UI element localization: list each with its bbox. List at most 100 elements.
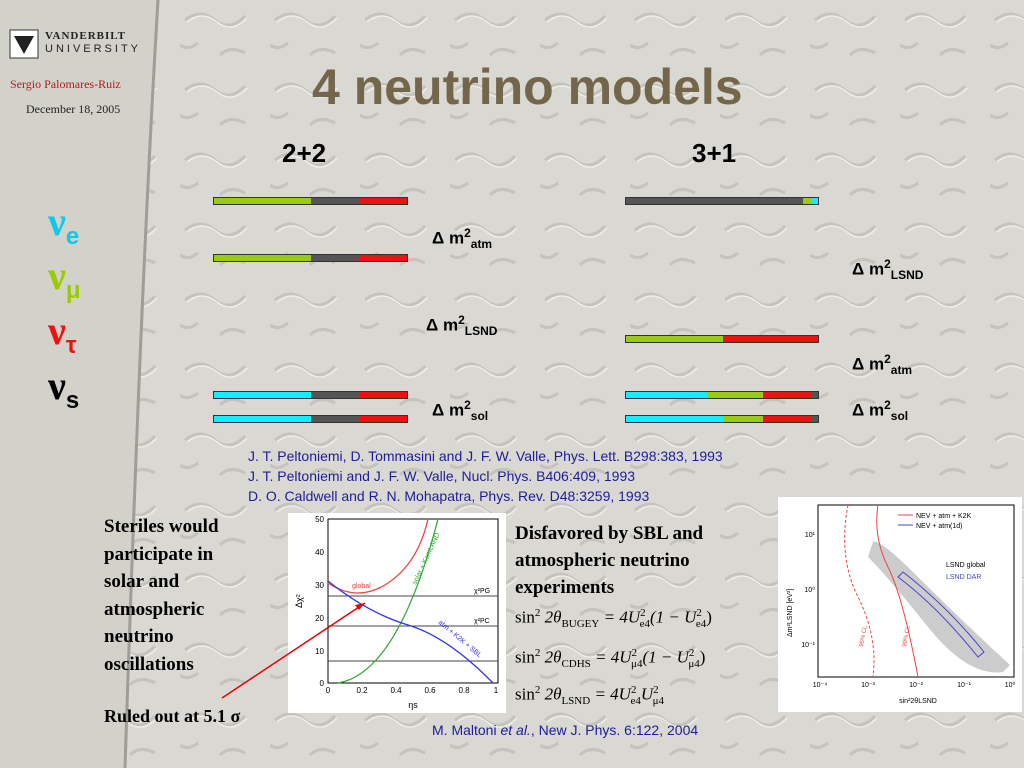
figure-chi2: 0 10 20 30 40 50 0 0.2 0.4 0.6 0.8 1 ηs …	[288, 513, 506, 713]
region-dar	[897, 571, 985, 658]
f: LSND	[561, 695, 591, 708]
f: sin	[515, 607, 535, 627]
f: )	[706, 607, 712, 627]
f: e4	[639, 618, 650, 631]
sub: sol	[470, 409, 489, 424]
f: (1 − U	[642, 647, 689, 667]
sidebar-edge	[123, 0, 160, 768]
university-sub: UNIVERSITY	[45, 43, 142, 55]
splitting: Δ m2LSND	[852, 257, 923, 282]
mass-state	[213, 254, 408, 262]
contour	[876, 504, 919, 678]
tick: 30	[315, 581, 324, 590]
f: 2	[534, 684, 541, 696]
nu-sub: e	[65, 223, 80, 250]
delta: Δ	[426, 315, 439, 335]
f: 2	[688, 647, 695, 659]
citation: M. Maltoni et al., New J. Phys. 6:122, 2…	[432, 722, 698, 738]
mass-state	[625, 197, 819, 205]
f: = 4U	[603, 607, 641, 627]
tick: 10⁻⁴	[813, 682, 828, 689]
x-label: sin²2θLSND	[899, 698, 937, 705]
f: )	[699, 647, 706, 667]
formula: sin2 2θBUGEY = 4U2e4(1 − U2e4)	[515, 607, 712, 630]
f: sin	[515, 684, 535, 704]
tick: 10⁻¹	[957, 682, 971, 689]
formula: sin2 2θLSND = 4U2e4U2μ4	[515, 684, 664, 707]
logo-mark	[14, 36, 34, 54]
exp: 2	[464, 398, 471, 412]
nu: ν	[48, 363, 66, 408]
f: 2	[631, 647, 638, 659]
tick: 10⁻³	[861, 682, 875, 689]
mass-state	[213, 415, 408, 423]
reference: J. T. Peltoniemi and J. F. W. Valle, Nuc…	[248, 468, 636, 484]
sub: atm	[890, 363, 913, 378]
curve-atm	[327, 580, 494, 684]
mass-state	[625, 391, 819, 399]
tick: 50	[315, 515, 324, 524]
f: 2θ	[544, 647, 562, 667]
cite-rest: , New J. Phys. 6:122, 2004	[530, 722, 699, 738]
f: 2θ	[544, 684, 562, 704]
f: 2	[534, 607, 541, 619]
nu: ν	[48, 199, 66, 244]
f: μ4	[688, 658, 700, 671]
delta: Δ	[432, 228, 445, 248]
frame	[817, 504, 1015, 678]
cite-author: M. Maltoni	[432, 722, 501, 738]
reference: J. T. Peltoniemi, D. Tommasini and J. F.…	[248, 448, 723, 464]
legend: NEV + atm(1d)	[916, 523, 963, 530]
splitting: Δ m2sol	[852, 398, 908, 423]
delta: Δ	[852, 354, 865, 374]
f: = 4U	[594, 684, 631, 704]
mass-state	[625, 415, 819, 423]
tick: 20	[315, 614, 324, 623]
nu-sub: s	[65, 387, 80, 414]
cl-label: 95% CL	[859, 625, 869, 648]
exp: 2	[884, 257, 891, 271]
mass-state	[213, 197, 408, 205]
m: m	[868, 400, 885, 420]
sub: LSND	[464, 324, 498, 339]
x-label: ηs	[408, 700, 418, 710]
m: m	[442, 315, 459, 335]
contour	[844, 504, 875, 678]
tick: 1	[494, 686, 499, 695]
flavor: νμ	[48, 250, 81, 317]
frame	[327, 518, 499, 684]
tick: 10⁰	[804, 586, 815, 594]
curve-global	[327, 518, 429, 594]
region-global	[868, 541, 1010, 673]
nu-sub: τ	[65, 332, 77, 359]
tick: 0.4	[390, 686, 402, 695]
m: m	[448, 400, 465, 420]
m: m	[448, 228, 465, 248]
tick: 40	[315, 548, 324, 557]
sub: sol	[890, 409, 909, 424]
sub: LSND	[890, 268, 924, 283]
model-label: 3+1	[692, 138, 737, 168]
nu: ν	[48, 253, 66, 298]
mass-state	[213, 391, 408, 399]
tick: 10⁰	[1005, 681, 1016, 689]
figure-bg	[778, 497, 1022, 712]
reference: D. O. Caldwell and R. N. Mohapatra, Phys…	[248, 488, 650, 504]
university: VANDERBILT	[45, 30, 126, 42]
curve-label: global	[352, 583, 371, 590]
date: December 18, 2005	[26, 102, 121, 116]
exp: 2	[884, 352, 891, 366]
y-label: Δχ²	[294, 594, 304, 608]
flavor: νe	[48, 196, 79, 263]
delta: Δ	[852, 259, 865, 279]
f: e4	[630, 695, 641, 708]
figure-lsnd: NEV + atm + K2K NEV + atm(1d) LSND globa…	[778, 497, 1022, 712]
m: m	[868, 354, 885, 374]
exp: 2	[464, 226, 471, 240]
nu-sub: μ	[65, 277, 81, 304]
cl-label: 99% CL	[902, 625, 912, 648]
f: sin	[515, 647, 535, 667]
tick: 10⁻¹	[801, 642, 815, 649]
tick: 0.6	[424, 686, 436, 695]
